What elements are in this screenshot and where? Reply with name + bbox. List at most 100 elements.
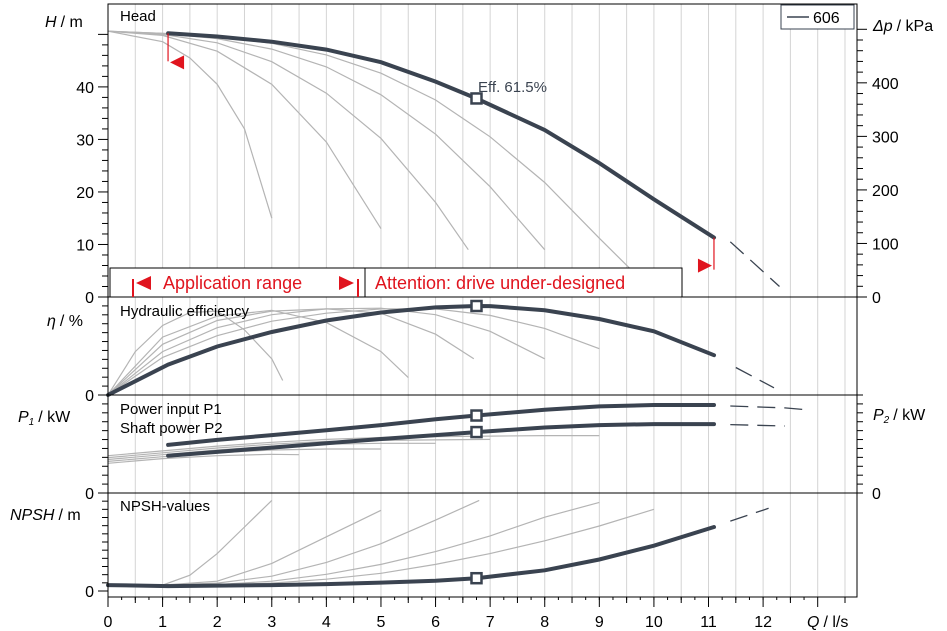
application-range-strip: Application range Attention: drive under… [109, 267, 683, 298]
q-tick-label: 11 [700, 614, 717, 631]
y-axis-label-npsh: NPSH / m [10, 507, 81, 524]
q-tick-label: 4 [322, 614, 331, 631]
attention-box [364, 267, 683, 298]
duty-point-npsh [470, 571, 483, 585]
duty-point-p2 [470, 425, 483, 439]
power-aux-curve-4 [107, 435, 600, 457]
duty-point-efficiency-label: Eff. 61.5% [478, 79, 547, 96]
head-tick-label: 30 [76, 132, 94, 149]
q-unit: / l/s [823, 614, 848, 631]
npsh-main-curve-0 [106, 525, 716, 589]
main-curves [106, 31, 807, 589]
q-tick-label: 12 [754, 614, 772, 631]
y-axis-label-p1: P1/ kW [18, 409, 71, 428]
max-flow-limit-arrow [697, 258, 712, 273]
power-zero-label: 0 [85, 486, 94, 503]
eff-extrapolated-curve-0 [735, 366, 775, 389]
q-tick-label: 10 [645, 614, 663, 631]
head-extrapolated-curve-0 [729, 241, 780, 287]
q-tick-label: 5 [377, 614, 386, 631]
head-unit: / m [61, 14, 83, 31]
attention-label: Attention: drive under-designed [375, 273, 625, 293]
power-main-curve-1 [166, 422, 716, 458]
npsh-panel-title: NPSH-values [120, 498, 210, 515]
legend: 606 [780, 4, 855, 30]
grid [134, 4, 846, 597]
q-var: Q [807, 614, 819, 631]
dp-unit: / kPa [897, 18, 934, 35]
head-tick-label: 20 [76, 185, 94, 202]
application-range-label: Application range [163, 273, 302, 293]
head-aux-curve-1 [107, 30, 382, 230]
eff-aux-curve-2 [107, 308, 475, 396]
npsh-extrapolated-curve-0 [730, 507, 769, 522]
dp-tick-label: 400 [872, 76, 899, 93]
panel-frame-npsh [107, 492, 858, 598]
duty-markers [167, 33, 715, 585]
eff-aux-curve-0 [107, 310, 284, 396]
p2-zero-label: 0 [872, 486, 881, 503]
y-axis-label-dp: Δp / kPa [872, 18, 933, 35]
dp-tick-label: 100 [872, 236, 899, 253]
p2-unit: / kW [893, 407, 926, 424]
eff-main-curve-0 [106, 303, 716, 397]
npsh-var: NPSH [10, 507, 55, 524]
q-tick-label: 2 [213, 614, 222, 631]
q-tick-label: 8 [540, 614, 549, 631]
dp-tick-label: 300 [872, 129, 899, 146]
range-start-arrow [136, 276, 151, 290]
eff-zero-label: 0 [85, 388, 94, 405]
legend-label: 606 [813, 10, 840, 27]
q-tick-label: 1 [158, 614, 167, 631]
p1-sub: 1 [29, 417, 35, 428]
p2-sub: 2 [883, 415, 890, 426]
power-aux-curve-3 [107, 438, 491, 459]
power-aux-curve-0 [107, 453, 300, 464]
power-extrapolated-curve-1 [730, 423, 785, 427]
eff-aux-curve-3 [107, 307, 545, 396]
p1-var: P [18, 409, 29, 426]
head-aux-curve-0 [107, 30, 273, 219]
npsh-unit: / m [58, 507, 80, 524]
head-tick-label: 10 [76, 237, 94, 254]
shaft-power-panel-title: Shaft power P2 [120, 420, 223, 437]
head-var: H [45, 14, 57, 31]
efficiency-panel-title: Hydraulic efficiency [120, 303, 249, 320]
eta-var: η [47, 313, 56, 330]
p1-unit: / kW [38, 409, 71, 426]
q-tick-label: 3 [267, 614, 276, 631]
y-axis-label-efficiency: η / % [47, 313, 83, 330]
q-tick-label: 0 [104, 614, 113, 631]
head-tick-label: 0 [85, 290, 94, 307]
head-tick-label: 40 [76, 80, 94, 97]
power-extrapolated-curve-0 [730, 405, 807, 411]
eff-aux-curve-4 [107, 308, 600, 396]
eta-unit: / % [60, 313, 83, 330]
y-axis-label-p2: P2/ kW [873, 407, 926, 426]
power-main-curve-0 [166, 403, 716, 447]
dp-tick-label: 200 [872, 183, 899, 200]
p2-var: P [873, 407, 884, 424]
eff-aux-curve-1 [107, 309, 409, 396]
head-aux-curve-2 [107, 30, 469, 251]
q-tick-label: 7 [486, 614, 495, 631]
aux-curves [107, 30, 655, 587]
dp-var: Δp [872, 18, 893, 35]
y-axis-label-head: H / m [45, 14, 83, 31]
duty-point-p1 [470, 409, 483, 422]
x-axis-label: Q / l/s [807, 614, 848, 631]
range-end-arrow [339, 276, 354, 290]
dp-tick-label: 0 [872, 290, 881, 307]
head-main-curve-0 [166, 31, 716, 240]
q-tick-label: 9 [595, 614, 604, 631]
power-input-panel-title: Power input P1 [120, 401, 222, 418]
duty-point-efficiency [470, 299, 483, 313]
q-tick-label: 6 [431, 614, 440, 631]
head-panel-title: Head [120, 8, 156, 25]
min-flow-limit-arrow [170, 55, 185, 70]
npsh-zero-label: 0 [85, 584, 94, 601]
duty-point-head [470, 92, 483, 105]
